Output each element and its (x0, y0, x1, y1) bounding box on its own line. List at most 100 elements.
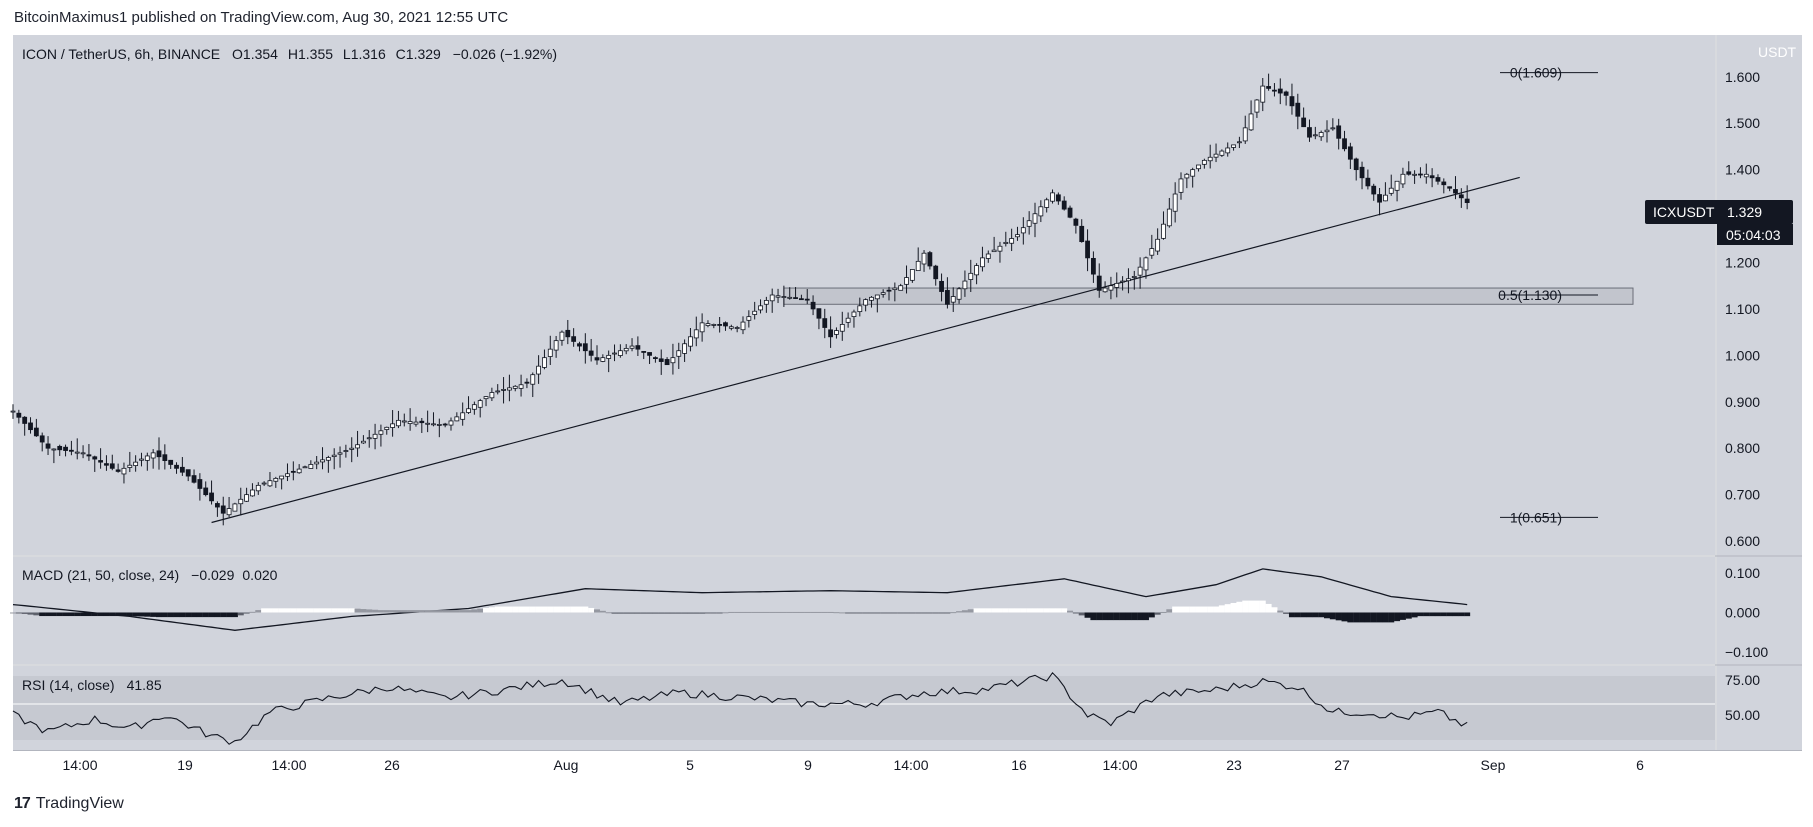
rsi-tick-label: 50.00 (1725, 707, 1760, 723)
macd-histogram-bar (1230, 602, 1237, 613)
candle (214, 501, 220, 517)
candle (1342, 130, 1347, 152)
candle-body (33, 427, 39, 437)
candle-body (927, 252, 933, 267)
macd-histogram-bar (1324, 612, 1330, 619)
candle (320, 447, 325, 470)
candle-body (1237, 141, 1242, 144)
candle (1237, 136, 1242, 149)
candle-body (1312, 134, 1318, 137)
macd-histogram-bar (1096, 612, 1103, 621)
macd-histogram-bar (903, 612, 910, 614)
rsi-tick-label: 75.00 (1725, 672, 1760, 688)
candle (285, 463, 290, 482)
candle-body (939, 280, 944, 292)
candle-body (1318, 132, 1324, 138)
candle (355, 430, 360, 457)
candle (168, 459, 174, 469)
candle-body (588, 350, 594, 356)
macd-histogram-bar (891, 612, 898, 614)
candle-body (413, 421, 419, 425)
candle-body (635, 345, 641, 350)
macd-histogram-bar (45, 612, 52, 617)
candle (717, 317, 723, 333)
candle (1096, 263, 1102, 298)
candle (670, 343, 676, 375)
candle-body (150, 452, 156, 459)
candle-body (156, 450, 162, 458)
price-tick-label: 1.100 (1725, 301, 1760, 317)
candle-body (670, 357, 676, 364)
candle (1161, 211, 1166, 240)
candle-body (174, 464, 179, 469)
macd-histogram-bar (728, 611, 735, 613)
macd-histogram-bar (150, 612, 157, 617)
candle-body (968, 272, 974, 280)
macd-histogram-bar (856, 612, 863, 614)
macd-histogram-bar (932, 612, 939, 614)
candle (799, 294, 804, 301)
candle-body (1155, 238, 1161, 252)
candle (904, 265, 909, 294)
candle (676, 342, 682, 370)
time-tick-label: 14:00 (271, 757, 306, 773)
macd-histogram-bar (815, 611, 822, 613)
candle (45, 436, 51, 456)
candle-body (1120, 280, 1125, 283)
candle (483, 396, 489, 407)
price-chart[interactable]: 0(1.609) 0.5(1.130) 1(0.651) 0.100 0.000 −0.… (0, 0, 1813, 790)
candle (1248, 100, 1254, 131)
macd-histogram-bar (669, 612, 676, 614)
candle (10, 404, 16, 419)
candle-body (571, 336, 577, 342)
candle (1178, 172, 1184, 200)
candle (1260, 78, 1266, 112)
macd-histogram-bar (1166, 609, 1173, 613)
currency-label: USDT (1758, 44, 1797, 60)
macd-histogram-bar (284, 608, 291, 613)
macd-histogram-bar (675, 612, 682, 614)
macd-histogram-bar (1318, 612, 1325, 618)
candle-body (606, 354, 612, 359)
candle (255, 482, 261, 495)
candle (571, 328, 577, 347)
candle (261, 481, 267, 487)
macd-histogram-bar (518, 606, 525, 613)
time-tick-label: 27 (1334, 757, 1350, 773)
candle (1126, 268, 1131, 294)
macd-histogram-bar (214, 612, 221, 618)
macd-histogram-bar (74, 612, 81, 617)
candle (565, 319, 571, 345)
macd-histogram-bar (798, 611, 805, 613)
candle-body (1143, 257, 1149, 271)
macd-histogram-bar (1142, 612, 1149, 621)
candle-body (547, 348, 553, 357)
candle-body (209, 492, 214, 502)
candle-body (1272, 89, 1277, 92)
macd-histogram-bar (1364, 612, 1371, 623)
candle-body (337, 452, 343, 455)
candle-body (162, 454, 168, 461)
candle-body (787, 296, 793, 299)
macd-histogram-bar (658, 612, 665, 614)
candle (150, 449, 156, 469)
candle-body (343, 450, 349, 452)
candle (933, 264, 939, 286)
candle-body (1061, 200, 1067, 210)
candle (1131, 270, 1137, 290)
candle-body (1330, 127, 1336, 130)
macd-histogram-bar (1213, 606, 1220, 613)
candle (209, 480, 214, 505)
macd-histogram-bar (120, 612, 127, 617)
candle-body (909, 269, 915, 281)
candle (1120, 276, 1125, 291)
candle (921, 250, 927, 272)
macd-histogram-bar (1446, 612, 1453, 617)
macd-histogram-bar (401, 610, 408, 613)
price-tick-label: 1.500 (1725, 115, 1760, 131)
macd-histogram-bar (1429, 612, 1436, 617)
candle (74, 438, 80, 460)
candle (1184, 172, 1190, 189)
macd-histogram-bar (640, 612, 647, 614)
candle (524, 378, 530, 389)
